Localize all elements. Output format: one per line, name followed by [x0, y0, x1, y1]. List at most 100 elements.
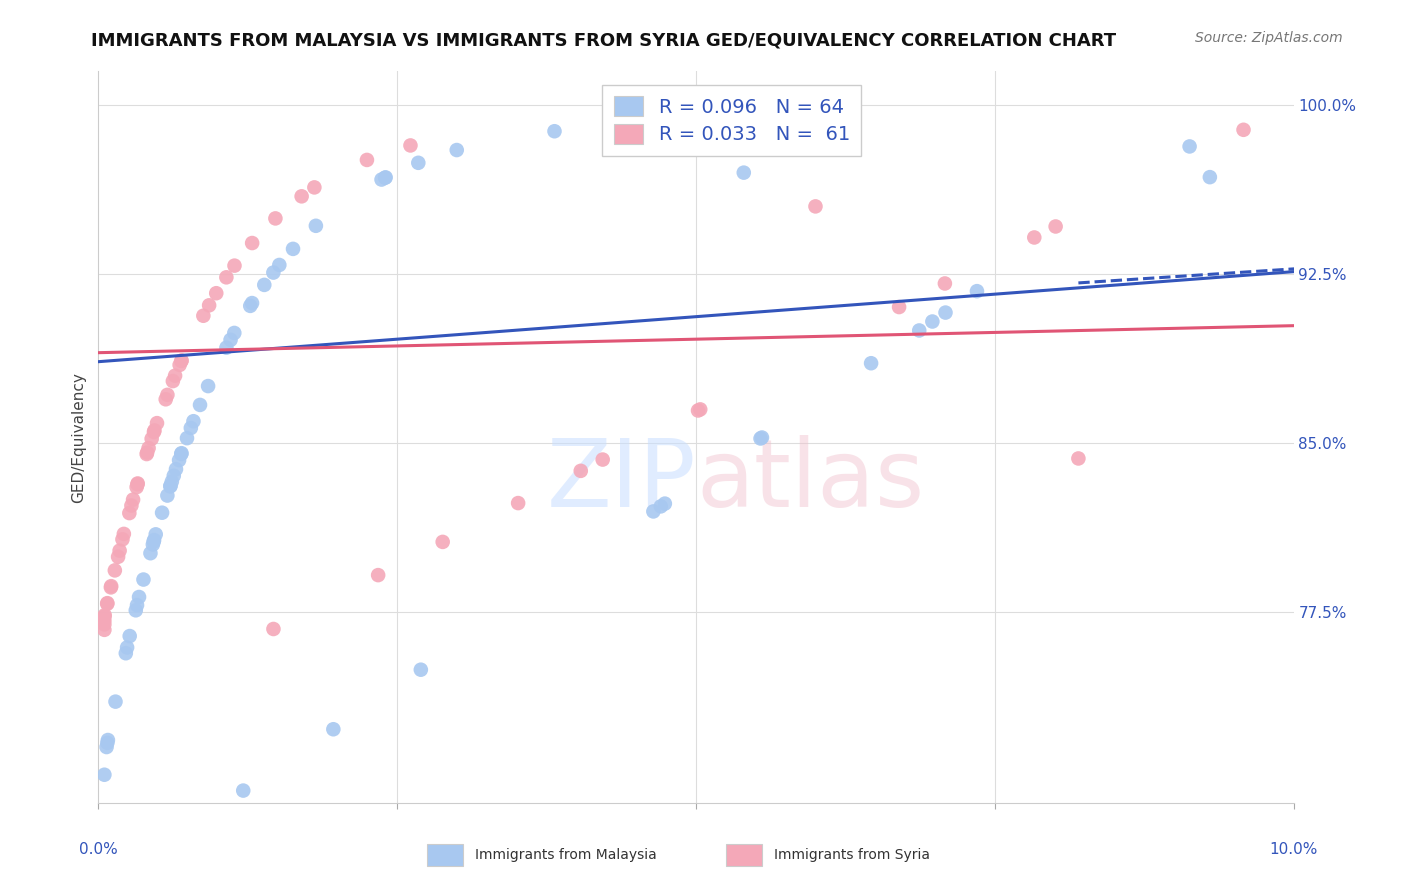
Point [115, 640, 138, 655]
Point [934, 277, 956, 291]
Point [269, 258, 291, 272]
Point [104, 695, 127, 709]
Point [219, 333, 242, 347]
Point [887, 300, 910, 314]
Point [143, 424, 166, 438]
Point [356, 153, 378, 167]
Point [860, 356, 883, 370]
Point [114, 646, 136, 660]
Point [232, 783, 254, 797]
Point [374, 170, 396, 185]
Point [1232, 123, 1254, 137]
Point [108, 543, 131, 558]
Point [127, 477, 149, 491]
Point [643, 504, 665, 518]
Point [1067, 451, 1090, 466]
Point [198, 298, 221, 312]
Point [156, 388, 179, 402]
Point [139, 546, 162, 560]
Point [170, 353, 193, 368]
Point [143, 533, 166, 548]
Point [93, 623, 115, 637]
Point [176, 431, 198, 445]
Point [508, 496, 530, 510]
Text: IMMIGRANTS FROM MALAYSIA VS IMMIGRANTS FROM SYRIA GED/EQUIVALENCY CORRELATION CH: IMMIGRANTS FROM MALAYSIA VS IMMIGRANTS F… [91, 31, 1116, 49]
Point [104, 563, 127, 577]
Point [193, 309, 215, 323]
Point [569, 464, 592, 478]
Point [215, 341, 238, 355]
Point [432, 535, 454, 549]
Point [120, 499, 142, 513]
Point [155, 392, 177, 407]
Point [264, 211, 287, 226]
Point [408, 156, 430, 170]
Text: 10.0%: 10.0% [1270, 842, 1317, 856]
Point [1178, 139, 1201, 153]
Point [543, 124, 565, 138]
Point [150, 506, 173, 520]
Point [93, 609, 115, 624]
Point [156, 489, 179, 503]
Point [180, 421, 202, 435]
Point [122, 492, 145, 507]
Point [262, 266, 284, 280]
Point [97, 733, 120, 747]
Point [170, 447, 193, 461]
Point [446, 143, 468, 157]
Point [291, 189, 314, 203]
Point [107, 549, 129, 564]
FancyBboxPatch shape [427, 845, 463, 866]
Point [654, 497, 676, 511]
Point [1199, 170, 1222, 185]
Point [93, 617, 115, 632]
Y-axis label: GED/Equivalency: GED/Equivalency [72, 372, 87, 502]
Point [305, 219, 328, 233]
Point [159, 479, 181, 493]
FancyBboxPatch shape [725, 845, 762, 866]
Point [304, 180, 326, 194]
Point [1024, 230, 1046, 244]
Point [96, 739, 118, 754]
Point [162, 374, 184, 388]
Point [197, 379, 219, 393]
Text: 0.0%: 0.0% [79, 842, 118, 856]
Point [96, 736, 118, 750]
Point [170, 446, 193, 460]
Point [370, 172, 392, 186]
Point [790, 110, 813, 124]
Point [921, 314, 943, 328]
Point [966, 284, 988, 298]
Point [322, 723, 344, 737]
Point [374, 170, 396, 185]
Point [165, 462, 187, 476]
Point [93, 768, 115, 782]
Point [125, 598, 148, 612]
Legend: R = 0.096   N = 64, R = 0.033   N =  61: R = 0.096 N = 64, R = 0.033 N = 61 [602, 85, 862, 156]
Point [733, 166, 755, 180]
Point [224, 259, 246, 273]
Point [240, 296, 263, 310]
Text: Immigrants from Malaysia: Immigrants from Malaysia [475, 848, 657, 863]
Point [160, 475, 183, 489]
Point [128, 590, 150, 604]
Point [934, 305, 956, 319]
Point [125, 480, 148, 494]
Point [165, 368, 187, 383]
Point [127, 476, 149, 491]
Point [224, 326, 246, 340]
Point [142, 534, 165, 549]
Point [135, 447, 157, 461]
Point [170, 354, 193, 368]
Point [136, 445, 159, 459]
Point [146, 416, 169, 430]
Point [188, 398, 211, 412]
Point [132, 573, 155, 587]
Point [96, 596, 118, 610]
Point [749, 432, 772, 446]
Point [1045, 219, 1067, 234]
Point [138, 441, 160, 455]
Point [93, 614, 115, 628]
Point [125, 603, 148, 617]
Point [93, 608, 115, 623]
